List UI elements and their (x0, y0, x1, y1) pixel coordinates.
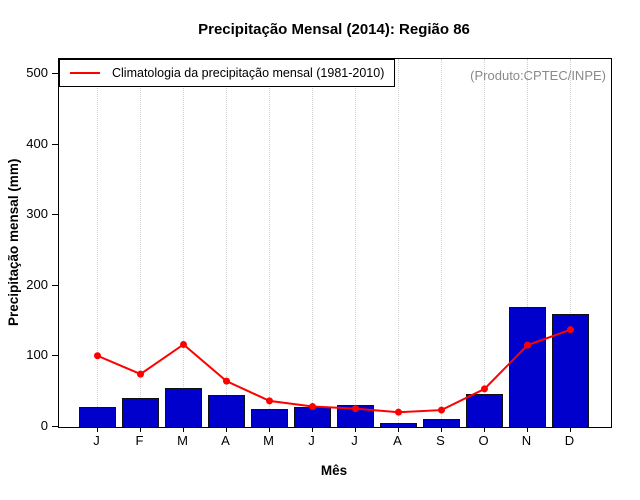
climatology-point (481, 385, 488, 393)
gridline (527, 59, 528, 427)
x-tick-label: A (393, 433, 402, 448)
y-tick-label: 0 (40, 418, 48, 433)
y-tick (52, 426, 58, 427)
x-tick (268, 427, 270, 432)
bar-M-5 (251, 409, 288, 427)
y-tick-label: 500 (26, 65, 48, 81)
bar-N-11 (509, 307, 546, 427)
plot-area: (Produto:CPTEC/INPE) Climatologia da pre… (58, 58, 612, 428)
bar-D-12 (552, 314, 589, 427)
y-tick-label: 100 (26, 347, 48, 363)
x-tick-label: D (564, 433, 575, 448)
bar-M-3 (165, 388, 202, 427)
climatology-point (137, 370, 144, 378)
climatology-point (309, 403, 316, 411)
y-tick (52, 143, 58, 145)
x-tick-label: J (308, 433, 315, 448)
x-tick (397, 427, 399, 432)
y-tick (52, 214, 58, 216)
bar-S-9 (423, 419, 460, 427)
x-tick (569, 427, 571, 432)
x-tick (440, 427, 442, 432)
x-tick-label: N (521, 433, 532, 448)
x-tick (139, 427, 141, 432)
x-tick (225, 427, 227, 432)
x-tick-label: M (177, 433, 188, 448)
y-axis-title: Precipitação mensal (mm) (6, 158, 21, 326)
climatology-line-swatch (70, 72, 100, 74)
x-tick-label: M (263, 433, 274, 448)
gridline (441, 59, 442, 427)
gridline (269, 59, 270, 427)
bar-A-4 (208, 394, 245, 427)
gridline (97, 59, 98, 427)
climatology-point (352, 405, 359, 413)
climatology-point (180, 340, 187, 348)
y-tick (52, 355, 58, 357)
y-tick-label: 300 (26, 206, 48, 222)
x-tick (96, 427, 98, 432)
y-tick-label: 200 (26, 276, 48, 292)
climatology-line (94, 326, 574, 416)
climatology-point (395, 408, 402, 416)
bar-O-10 (466, 393, 503, 427)
x-tick-label: O (478, 433, 489, 448)
climatology-point (524, 341, 531, 349)
legend: Climatologia da precipitação mensal (198… (59, 59, 396, 87)
climatology-point (438, 406, 445, 414)
legend-label: Climatologia da precipitação mensal (198… (112, 66, 385, 80)
y-tick (52, 73, 58, 75)
x-tick (526, 427, 528, 432)
gridline (355, 59, 356, 427)
produto-label: (Produto:CPTEC/INPE) (470, 68, 606, 83)
gridline (183, 59, 184, 427)
gridline (226, 59, 227, 427)
bar-A-8 (380, 422, 417, 427)
x-tick-label: J (351, 433, 358, 448)
x-tick (182, 427, 184, 432)
x-axis-title: Mês (320, 463, 348, 478)
climatology-point (223, 377, 230, 385)
y-tick-label: 400 (26, 135, 48, 151)
bar-J-1 (79, 406, 116, 427)
x-tick (354, 427, 356, 432)
x-tick-label: F (135, 433, 144, 448)
x-tick (311, 427, 313, 432)
climatology-point (94, 352, 101, 360)
bar-F-2 (122, 398, 159, 427)
x-tick-label: A (221, 433, 230, 448)
gridline (140, 59, 141, 427)
x-tick-label: S (436, 433, 445, 448)
x-tick (483, 427, 485, 432)
x-tick-label: J (93, 433, 100, 448)
y-tick (52, 284, 58, 286)
climatology-point (266, 397, 273, 405)
climatology-point (567, 326, 574, 334)
gridline (312, 59, 313, 427)
chart-title: Precipitação Mensal (2014): Região 86 (198, 21, 470, 38)
gridline (398, 59, 399, 427)
gridline (570, 59, 571, 427)
gridline (484, 59, 485, 427)
